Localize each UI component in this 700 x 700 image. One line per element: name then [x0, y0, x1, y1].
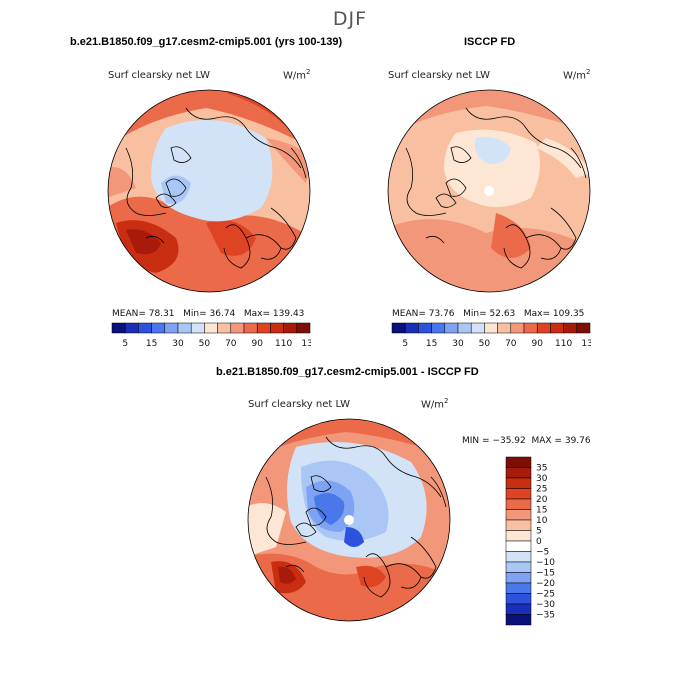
colorbar-swatch	[505, 467, 532, 479]
colorbar-swatch	[124, 322, 139, 334]
model-colorbar: 5 15 30 50 70 90 110 130	[111, 322, 311, 349]
colorbar-swatch	[505, 572, 532, 584]
colorbar-swatch	[505, 551, 532, 563]
colorbar-swatch	[418, 322, 432, 334]
colorbar-tick-label: 35	[536, 464, 547, 474]
colorbar-swatch	[536, 322, 551, 334]
colorbar-swatch	[391, 322, 406, 334]
colorbar-swatch	[550, 322, 564, 334]
colorbar-swatch	[204, 322, 218, 334]
colorbar-swatch	[497, 322, 512, 334]
model-polar-map	[107, 89, 311, 293]
diff-panel-title: b.e21.B1850.f09_g17.cesm2-cmip5.001 - IS…	[216, 366, 479, 378]
colorbar-tick-label: 30	[536, 474, 548, 484]
colorbar-swatch	[505, 509, 532, 521]
colorbar-tick-label: 130	[581, 339, 591, 349]
obs-panel-title: ISCCP FD	[464, 36, 516, 48]
colorbar-tick-label: 30	[172, 339, 184, 349]
obs-stats: MEAN= 73.76 Min= 52.63 Max= 109.35	[392, 309, 585, 319]
colorbar-swatch	[444, 322, 459, 334]
model-panel-title: b.e21.B1850.f09_g17.cesm2-cmip5.001 (yrs…	[70, 36, 343, 48]
colorbar-tick-label: 30	[452, 339, 464, 349]
colorbar-swatch	[177, 322, 192, 334]
colorbar-swatch	[505, 530, 532, 542]
diff-variable-label: Surf clearsky net LW	[248, 399, 351, 410]
colorbar-tick-label: 110	[275, 339, 292, 349]
colorbar-swatch	[505, 477, 532, 489]
model-stats: MEAN= 78.31 Min= 36.74 Max= 139.43	[112, 309, 305, 319]
colorbar-swatch	[505, 488, 532, 500]
colorbar-tick-label: 0	[536, 537, 542, 547]
colorbar-swatch	[111, 322, 126, 334]
colorbar-tick-label: 50	[479, 339, 491, 349]
colorbar-tick-label: 90	[251, 339, 263, 349]
colorbar-swatch	[505, 498, 532, 510]
obs-variable-label: Surf clearsky net LW	[388, 70, 491, 81]
obs-colorbar: 5 15 30 50 70 90 110 130	[391, 322, 591, 349]
model-variable-label: Surf clearsky net LW	[108, 70, 211, 81]
colorbar-swatch	[470, 322, 485, 334]
diff-units-label: W/m2	[421, 397, 449, 411]
colorbar-tick-label: 5	[402, 339, 408, 349]
colorbar-tick-label: 5	[122, 339, 128, 349]
colorbar-swatch	[151, 322, 166, 334]
colorbar-swatch	[563, 322, 578, 334]
colorbar-swatch	[505, 593, 532, 605]
colorbar-swatch	[230, 322, 245, 334]
colorbar-tick-label: −20	[536, 579, 555, 589]
colorbar-swatch	[505, 561, 532, 573]
season-title: DJF	[332, 8, 368, 30]
colorbar-tick-label: −10	[536, 558, 555, 568]
colorbar-tick-label: 110	[555, 339, 572, 349]
colorbar-swatch	[505, 456, 532, 468]
colorbar-swatch	[256, 322, 271, 334]
colorbar-swatch	[164, 322, 179, 334]
colorbar-swatch	[283, 322, 298, 334]
colorbar-tick-label: −15	[536, 569, 555, 579]
colorbar-swatch	[505, 519, 532, 531]
colorbar-tick-label: 130	[301, 339, 311, 349]
colorbar-tick-label: 15	[536, 506, 547, 516]
colorbar-tick-label: 5	[536, 527, 542, 537]
colorbar-tick-label: −30	[536, 600, 555, 610]
colorbar-tick-label: 15	[146, 339, 157, 349]
colorbar-tick-label: 10	[536, 516, 548, 526]
colorbar-swatch	[431, 322, 446, 334]
colorbar-swatch	[296, 322, 311, 334]
colorbar-tick-label: 20	[536, 495, 548, 505]
colorbar-tick-label: −5	[536, 548, 549, 558]
colorbar-swatch	[510, 322, 525, 334]
colorbar-swatch	[457, 322, 472, 334]
colorbar-tick-label: 70	[505, 339, 517, 349]
colorbar-tick-label: 90	[531, 339, 543, 349]
colorbar-swatch	[404, 322, 419, 334]
diff-stats: MIN = −35.92 MAX = 39.76	[462, 436, 591, 446]
colorbar-tick-label: 50	[199, 339, 211, 349]
colorbar-swatch	[523, 322, 538, 334]
colorbar-swatch	[270, 322, 284, 334]
colorbar-swatch	[505, 540, 532, 552]
obs-polar-map	[387, 89, 591, 293]
colorbar-swatch	[484, 322, 498, 334]
colorbar-tick-label: 70	[225, 339, 237, 349]
colorbar-swatch	[576, 322, 591, 334]
colorbar-swatch	[138, 322, 152, 334]
colorbar-swatch	[505, 603, 532, 615]
colorbar-swatch	[505, 614, 532, 626]
diff-polar-map	[247, 418, 451, 622]
colorbar-swatch	[190, 322, 205, 334]
colorbar-tick-label: 25	[536, 485, 547, 495]
colorbar-swatch	[243, 322, 258, 334]
obs-units-label: W/m2	[563, 68, 591, 82]
colorbar-tick-label: −25	[536, 590, 555, 600]
model-units-label: W/m2	[283, 68, 311, 82]
colorbar-tick-label: 15	[426, 339, 437, 349]
colorbar-tick-label: −35	[536, 611, 555, 621]
colorbar-swatch	[217, 322, 232, 334]
colorbar-swatch	[505, 582, 532, 594]
